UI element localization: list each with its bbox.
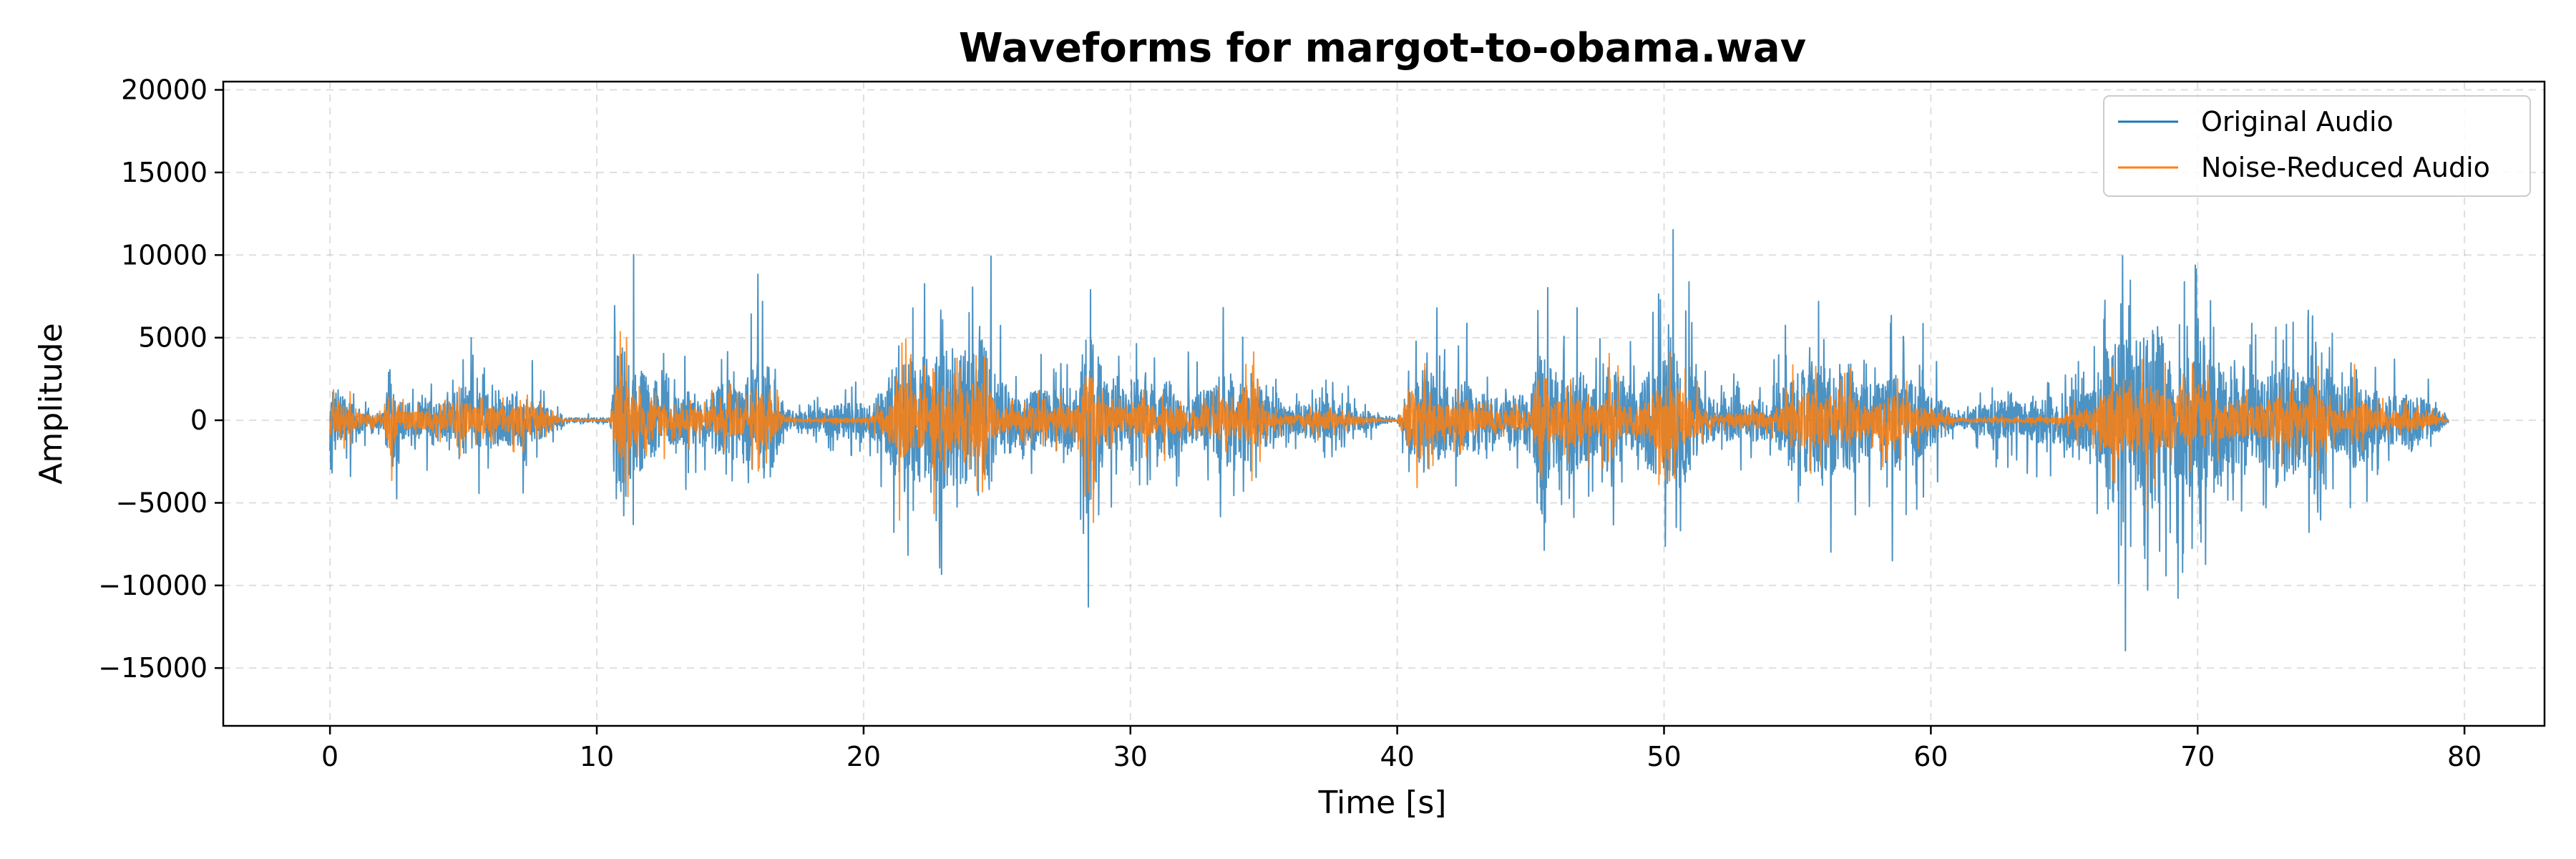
legend-label-noise-reduced: Noise-Reduced Audio [2201,152,2490,183]
x-tick-label: 30 [1113,741,1148,772]
y-tick-label: 5000 [138,322,208,354]
chart-title: Waveforms for margot-to-obama.wav [959,25,1806,72]
x-tick-label: 40 [1380,741,1414,772]
y-tick-label: 0 [190,404,208,436]
x-tick-label: 0 [321,741,338,772]
y-tick-label: 20000 [121,74,208,106]
legend-label-original: Original Audio [2201,106,2394,137]
x-tick-label: 10 [580,741,614,772]
y-tick-label: −10000 [98,570,208,601]
y-axis-ticks: −15000 −10000 −5000 0 5000 10000 15000 20000 [98,74,223,684]
waveform-original-audio [329,228,2449,651]
x-axis-ticks: 0 10 20 30 40 50 60 70 80 [321,726,2482,772]
y-tick-label: −5000 [115,487,208,518]
y-tick-label: 15000 [121,157,208,188]
x-tick-label: 20 [847,741,881,772]
legend-box [2103,95,2531,197]
x-tick-label: 50 [1646,741,1681,772]
waveform-series [329,228,2449,651]
plot-frame [222,80,2546,727]
x-axis-label: Time [s] [1318,785,1447,821]
x-tick-label: 70 [2180,741,2215,772]
legend: Original Audio Noise-Reduced Audio [2103,95,2531,197]
waveform-noise-reduced-audio [329,331,2449,523]
x-tick-label: 80 [2447,741,2482,772]
y-tick-label: 10000 [121,239,208,271]
y-axis-label: Amplitude [33,323,69,484]
y-tick-label: −15000 [98,652,208,684]
x-tick-label: 60 [1913,741,1948,772]
